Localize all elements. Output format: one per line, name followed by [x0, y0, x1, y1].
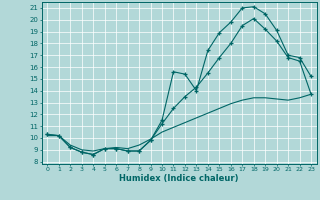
X-axis label: Humidex (Indice chaleur): Humidex (Indice chaleur): [119, 174, 239, 183]
